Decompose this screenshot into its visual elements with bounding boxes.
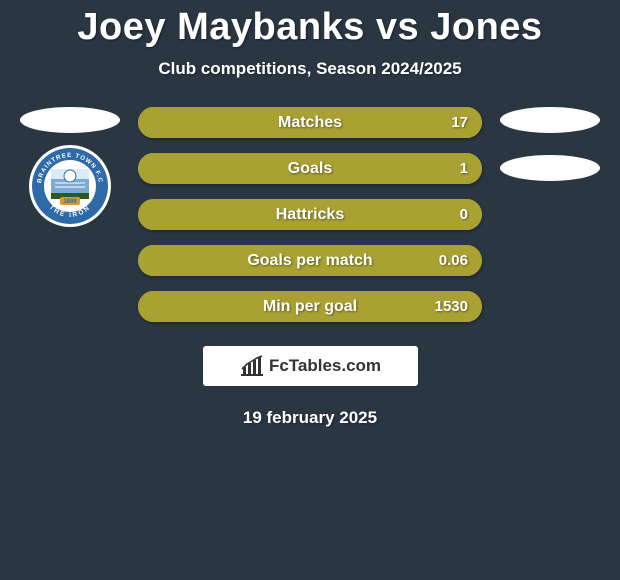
right-column	[490, 107, 610, 181]
stat-bar-fill	[138, 245, 482, 276]
date-text: 19 february 2025	[0, 408, 620, 428]
stat-bar-goals: Goals 1	[138, 153, 482, 184]
badge-year: 1898	[63, 199, 77, 205]
player-ellipse-right-2	[500, 155, 600, 181]
stat-bar-fill	[138, 291, 482, 322]
chart-icon	[239, 355, 265, 377]
brand-box: FcTables.com	[203, 346, 418, 386]
stat-bar-matches: Matches 17	[138, 107, 482, 138]
brand-text: FcTables.com	[269, 356, 381, 376]
player-ellipse-right-1	[500, 107, 600, 133]
club-badge-left: 1898 BRAINTREE TOWN F.C THE IRON	[29, 145, 111, 227]
left-column: 1898 BRAINTREE TOWN F.C THE IRON	[10, 107, 130, 227]
stat-bar-fill	[138, 199, 482, 230]
comparison-row: 1898 BRAINTREE TOWN F.C THE IRON Matches…	[0, 107, 620, 322]
stat-bar-fill	[138, 153, 482, 184]
stat-bar-goals-per-match: Goals per match 0.06	[138, 245, 482, 276]
stat-bars: Matches 17 Goals 1 Hattricks 0 Goals per…	[130, 107, 490, 322]
stat-bar-min-per-goal: Min per goal 1530	[138, 291, 482, 322]
player-ellipse-left	[20, 107, 120, 133]
stat-bar-fill	[138, 107, 482, 138]
stat-bar-hattricks: Hattricks 0	[138, 199, 482, 230]
page-subtitle: Club competitions, Season 2024/2025	[0, 59, 620, 79]
page-title: Joey Maybanks vs Jones	[0, 6, 620, 49]
